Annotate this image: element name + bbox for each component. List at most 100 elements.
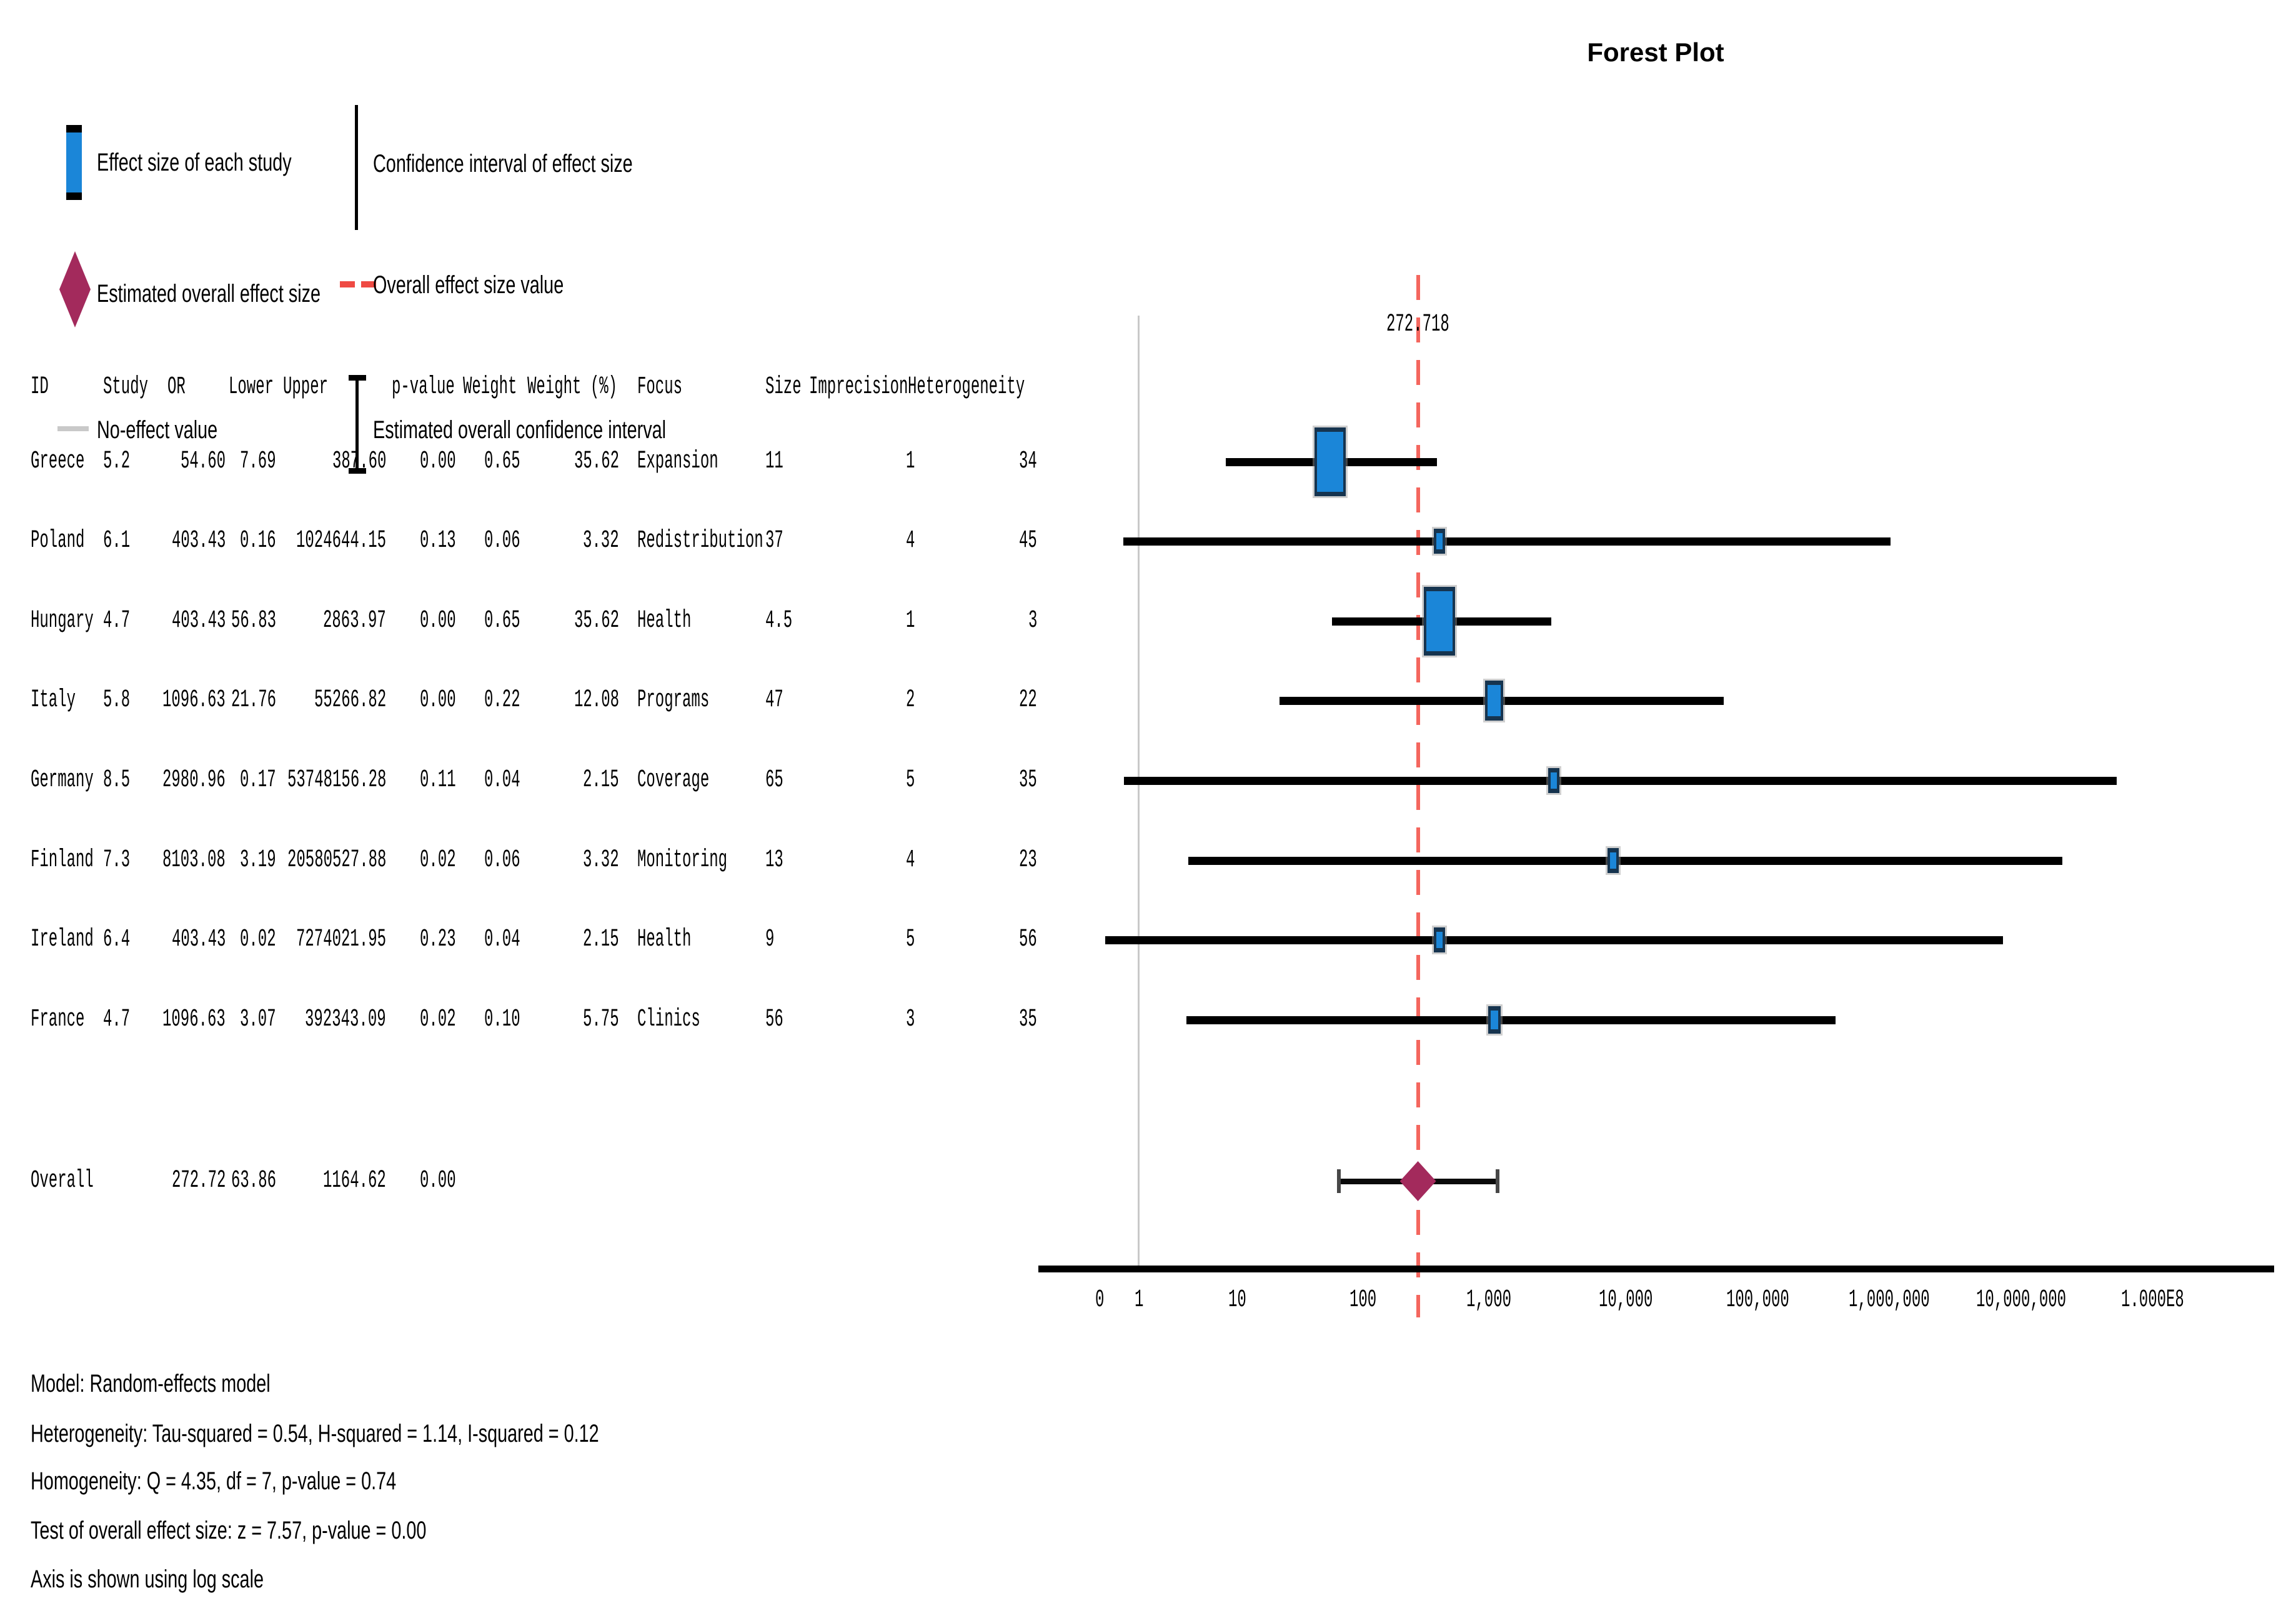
table-cell-upper: 20580527.88 xyxy=(287,846,387,874)
table-cell-or: 1096.63 xyxy=(162,686,226,714)
table-cell-weight_pct: 3.32 xyxy=(583,527,619,555)
table-cell-lower: 0.17 xyxy=(240,766,276,794)
table-cell-imprecision: 4 xyxy=(905,846,915,874)
table-cell-p_value: 0.11 xyxy=(420,766,456,794)
table-cell-imprecision: 5 xyxy=(905,766,915,794)
x-axis-tick-label: 100 xyxy=(1349,1286,1377,1314)
table-cell-weight: 0.06 xyxy=(484,846,520,874)
legend-label: No-effect value xyxy=(97,416,218,444)
table-cell-weight_pct: 2.15 xyxy=(583,766,619,794)
table-cell-focus: Health xyxy=(637,926,692,954)
effect-marker-poland xyxy=(1433,529,1445,554)
ibeam-line xyxy=(355,375,359,474)
table-header-imprecision: Imprecision xyxy=(809,373,908,401)
table-header-upper: Upper xyxy=(283,373,329,401)
table-cell-or: 8103.08 xyxy=(162,846,226,874)
table-cell-lower: 7.69 xyxy=(240,447,276,476)
legend-label: Estimated overall effect size xyxy=(97,280,321,307)
ci-line-poland xyxy=(1123,537,1891,546)
table-cell-id: Hungary xyxy=(31,607,94,635)
x-axis-tick-label: 100,000 xyxy=(1726,1286,1789,1314)
table-cell-weight: 0.10 xyxy=(484,1006,520,1034)
table-cell-focus: Expansion xyxy=(637,447,718,476)
table-cell-or: 403.43 xyxy=(171,527,226,555)
effect-marker-germany xyxy=(1548,768,1559,793)
table-header-size: Size xyxy=(765,373,802,401)
table-cell-weight: 0.65 xyxy=(484,607,520,635)
overall-dashed-line-icon xyxy=(340,281,376,287)
table-cell-upper: 2863.97 xyxy=(323,607,387,635)
table-cell-lower: 3.07 xyxy=(240,1006,276,1034)
ci-line-ireland xyxy=(1105,936,2003,944)
effect-marker-ireland xyxy=(1433,927,1445,952)
table-cell-lower: 21.76 xyxy=(231,686,277,714)
table-cell-size: 47 xyxy=(765,686,783,714)
table-cell-size: 37 xyxy=(765,527,783,555)
legend-label: Effect size of each study xyxy=(97,149,292,176)
overall-ci-right-cap xyxy=(1496,1169,1500,1193)
table-header-p-value: p-value xyxy=(392,373,455,401)
x-axis-line xyxy=(1038,1266,2274,1272)
study-effect-marker-icon xyxy=(66,125,82,200)
table-cell-focus: Health xyxy=(637,607,692,635)
no-effect-line-icon xyxy=(57,426,89,431)
ibeam-bottom-cap xyxy=(349,468,366,474)
table-cell-size: 65 xyxy=(765,766,783,794)
table-cell-heterogeneity: 3 xyxy=(1028,607,1038,635)
log-scale-note: Axis is shown using log scale xyxy=(31,1566,264,1593)
chart-title: Forest Plot xyxy=(1587,37,1724,67)
table-cell-heterogeneity: 22 xyxy=(1019,686,1037,714)
table-cell-upper: 7274021.95 xyxy=(296,926,387,954)
effect-marker-greece xyxy=(1314,427,1346,496)
table-cell-weight_pct: 3.32 xyxy=(583,846,619,874)
table-cell-upper: 392343.09 xyxy=(305,1006,387,1034)
table-cell-or: 1096.63 xyxy=(162,1006,226,1034)
x-axis-tick-label: 1.000E8 xyxy=(2120,1286,2184,1314)
table-cell-heterogeneity: 23 xyxy=(1019,846,1037,874)
x-axis-tick-label: 10 xyxy=(1228,1286,1246,1314)
table-cell-upper: 387.60 xyxy=(332,447,387,476)
table-cell-study: 8.5 xyxy=(103,766,131,794)
table-cell-focus: Clinics xyxy=(637,1006,700,1034)
table-cell-focus: Monitoring xyxy=(637,846,728,874)
table-header-focus: Focus xyxy=(637,373,683,401)
overall-diamond-icon xyxy=(59,251,91,327)
table-cell-size: 11 xyxy=(765,447,783,476)
table-header-lower: Lower xyxy=(229,373,274,401)
table-cell-id: Italy xyxy=(31,686,76,714)
table-cell-focus: Programs xyxy=(637,686,710,714)
table-cell-id: Poland xyxy=(31,527,85,555)
table-cell-p_value: 0.23 xyxy=(420,926,456,954)
x-axis-tick-label: 10,000,000 xyxy=(1976,1286,2067,1314)
table-cell-weight_pct: 2.15 xyxy=(583,926,619,954)
table-cell-imprecision: 1 xyxy=(905,447,915,476)
table-cell-size: 9 xyxy=(765,926,775,954)
table-cell-overall-upper: 1164.62 xyxy=(323,1167,387,1195)
ibeam-top-cap xyxy=(349,375,366,381)
overall-ci-left-cap xyxy=(1336,1169,1341,1193)
legend-label: Estimated overall confidence interval xyxy=(373,416,667,444)
table-cell-or: 2980.96 xyxy=(162,766,226,794)
table-cell-study: 5.8 xyxy=(103,686,131,714)
table-cell-p_value: 0.00 xyxy=(420,607,456,635)
table-header-weight-%-: Weight (%) xyxy=(527,373,618,401)
table-cell-overall-p-value: 0.00 xyxy=(420,1167,456,1195)
table-cell-id: Greece xyxy=(31,447,85,476)
table-cell-overall-id: Overall xyxy=(31,1167,94,1195)
table-cell-weight: 0.65 xyxy=(484,447,520,476)
table-cell-or: 403.43 xyxy=(171,607,226,635)
table-header-heterogeneity: Heterogeneity xyxy=(908,373,1025,401)
legend-label: Confidence interval of effect size xyxy=(373,150,633,177)
confidence-interval-icon xyxy=(355,105,358,230)
table-cell-focus: Redistribution xyxy=(637,527,763,555)
x-axis-tick-label: 1,000 xyxy=(1466,1286,1512,1314)
ci-line-germany xyxy=(1123,777,2117,785)
table-cell-weight: 0.04 xyxy=(484,766,520,794)
table-cell-study: 6.1 xyxy=(103,527,131,555)
table-cell-weight_pct: 5.75 xyxy=(583,1006,619,1034)
table-cell-weight_pct: 12.08 xyxy=(574,686,620,714)
table-cell-overall-lower: 63.86 xyxy=(231,1167,277,1195)
effect-marker-italy xyxy=(1485,681,1504,721)
table-cell-p_value: 0.00 xyxy=(420,686,456,714)
